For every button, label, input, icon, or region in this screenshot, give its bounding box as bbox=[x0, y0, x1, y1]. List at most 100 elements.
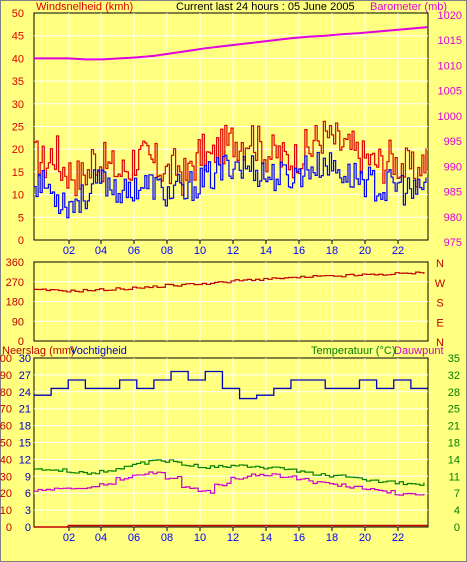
wind-tick-label: 25 bbox=[12, 122, 24, 134]
direction-tick-label: 360 bbox=[6, 257, 24, 269]
direction-tick-label: 180 bbox=[6, 297, 24, 309]
x-tick-label: 04 bbox=[95, 245, 107, 257]
wind-tick-label: 35 bbox=[12, 76, 24, 88]
rain-tick-label: 60 bbox=[0, 421, 12, 433]
compass-label: W bbox=[435, 278, 446, 290]
temperature-tick-label: 28 bbox=[448, 387, 460, 399]
humidity-tick-label: 30 bbox=[19, 353, 31, 365]
x-tick-label: 04 bbox=[95, 532, 107, 544]
wind-tick-label: 30 bbox=[12, 99, 24, 111]
humidity-tick-label: 3 bbox=[25, 505, 31, 517]
rain-tick-label: 20 bbox=[0, 488, 12, 500]
wind-tick-label: 15 bbox=[12, 167, 24, 179]
wind-tick-label: 45 bbox=[12, 31, 24, 43]
humidity-tick-label: 24 bbox=[19, 387, 31, 399]
x-tick-label: 16 bbox=[293, 245, 305, 257]
wind-tick-label: 0 bbox=[18, 235, 24, 247]
rain-tick-label: 50 bbox=[0, 438, 12, 450]
x-tick-label: 16 bbox=[293, 532, 305, 544]
temperature-tick-label: 0 bbox=[454, 522, 460, 534]
rain-tick-label: 30 bbox=[0, 471, 12, 483]
wind-speed-line bbox=[34, 120, 427, 197]
wind-tick-label: 10 bbox=[12, 190, 24, 202]
barometer-line bbox=[34, 26, 429, 61]
barometer-tick-label: 1020 bbox=[438, 10, 462, 22]
x-tick-label: 02 bbox=[63, 532, 75, 544]
direction-tick-label: 270 bbox=[6, 277, 24, 289]
rain-tick-label: 40 bbox=[0, 454, 12, 466]
rain-axis-title: Neerslag (mm) bbox=[2, 345, 75, 357]
barometer-tick-label: 995 bbox=[444, 136, 462, 148]
temperature-line bbox=[34, 459, 425, 486]
wind-tick-label: 50 bbox=[12, 8, 24, 20]
left-axis-title: Windsnelheid (kmh) bbox=[36, 1, 134, 13]
rain-line bbox=[34, 524, 428, 528]
rain-tick-label: 80 bbox=[0, 387, 12, 399]
dewpoint-line bbox=[34, 471, 425, 496]
humidity-axis-title: Vochtigheid bbox=[70, 345, 127, 357]
x-tick-label: 20 bbox=[359, 532, 371, 544]
x-tick-label: 12 bbox=[227, 532, 239, 544]
temperature-tick-label: 7 bbox=[454, 488, 460, 500]
x-tick-label: 20 bbox=[359, 245, 371, 257]
humidity-tick-label: 0 bbox=[25, 522, 31, 534]
direction-tick-label: 0 bbox=[18, 336, 24, 348]
humidity-tick-label: 6 bbox=[25, 488, 31, 500]
temperature-tick-label: 14 bbox=[448, 454, 460, 466]
chart-title: Current last 24 hours : 05 June 2005 bbox=[176, 1, 355, 13]
humidity-line bbox=[34, 370, 428, 400]
temperature-axis-title: Temperatuur (°C) bbox=[311, 345, 396, 357]
temperature-tick-label: 32 bbox=[448, 370, 460, 382]
compass-label: N bbox=[436, 337, 444, 349]
temperature-tick-label: 21 bbox=[448, 421, 460, 433]
temperature-tick-label: 25 bbox=[448, 404, 460, 416]
x-tick-label: 10 bbox=[194, 532, 206, 544]
barometer-tick-label: 990 bbox=[444, 161, 462, 173]
compass-label: S bbox=[436, 298, 443, 310]
wind-gust-line bbox=[34, 151, 427, 219]
barometer-tick-label: 1015 bbox=[438, 35, 462, 47]
temperature-tick-label: 35 bbox=[448, 353, 460, 365]
humidity-tick-label: 9 bbox=[25, 471, 31, 483]
wind-direction-line bbox=[34, 271, 425, 293]
x-tick-label: 12 bbox=[227, 245, 239, 257]
dewpoint-axis-title: Dauwpunt bbox=[394, 345, 444, 357]
x-tick-label: 22 bbox=[392, 245, 404, 257]
x-tick-label: 02 bbox=[63, 245, 75, 257]
wind-tick-label: 5 bbox=[18, 212, 24, 224]
temperature-tick-label: 4 bbox=[454, 505, 460, 517]
x-tick-label: 22 bbox=[392, 532, 404, 544]
direction-tick-label: 90 bbox=[12, 316, 24, 328]
right-axis-title: Barometer (mb) bbox=[370, 1, 448, 13]
x-tick-label: 14 bbox=[260, 245, 272, 257]
barometer-tick-label: 1010 bbox=[438, 60, 462, 72]
rain-tick-label: 0 bbox=[6, 522, 12, 534]
rain-tick-label: 100 bbox=[0, 353, 12, 365]
wind-tick-label: 40 bbox=[12, 53, 24, 65]
x-tick-label: 18 bbox=[326, 245, 338, 257]
humidity-tick-label: 15 bbox=[19, 438, 31, 450]
x-tick-label: 06 bbox=[128, 245, 140, 257]
compass-label: E bbox=[436, 317, 443, 329]
barometer-tick-label: 1005 bbox=[438, 86, 462, 98]
x-tick-label: 14 bbox=[260, 532, 272, 544]
temperature-tick-label: 11 bbox=[449, 471, 460, 483]
rain-tick-label: 90 bbox=[0, 370, 12, 382]
barometer-tick-label: 975 bbox=[444, 237, 462, 249]
x-tick-label: 08 bbox=[161, 532, 173, 544]
humidity-tick-label: 21 bbox=[19, 404, 31, 416]
barometer-tick-label: 985 bbox=[444, 187, 462, 199]
x-tick-label: 10 bbox=[194, 245, 206, 257]
x-tick-label: 08 bbox=[161, 245, 173, 257]
rain-tick-label: 70 bbox=[0, 404, 12, 416]
humidity-tick-label: 27 bbox=[19, 370, 31, 382]
x-tick-label: 18 bbox=[326, 532, 338, 544]
barometer-tick-label: 980 bbox=[444, 212, 462, 224]
barometer-tick-label: 1000 bbox=[438, 111, 462, 123]
temperature-tick-label: 18 bbox=[448, 438, 460, 450]
humidity-tick-label: 12 bbox=[19, 454, 31, 466]
humidity-tick-label: 18 bbox=[19, 421, 31, 433]
wind-tick-label: 20 bbox=[12, 144, 24, 156]
compass-label: N bbox=[436, 258, 444, 270]
